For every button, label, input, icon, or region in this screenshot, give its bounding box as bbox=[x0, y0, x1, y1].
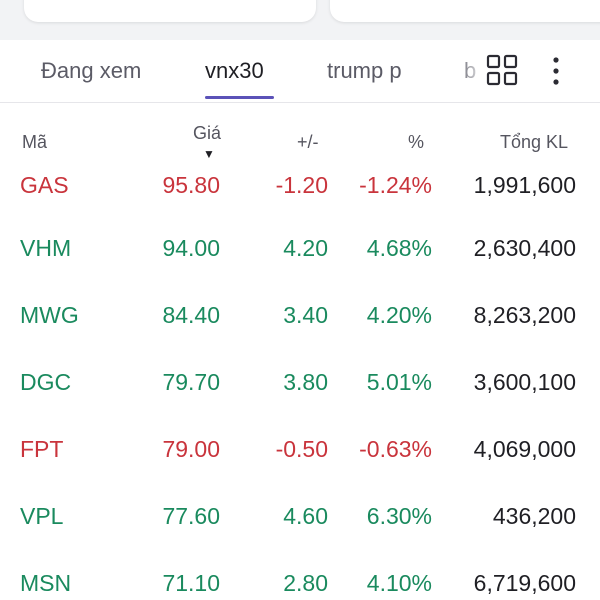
more-vertical-icon[interactable] bbox=[546, 56, 566, 86]
header-change[interactable]: +/- bbox=[297, 132, 319, 152]
stock-volume: 1,991,600 bbox=[473, 172, 576, 198]
header-price[interactable]: Giá bbox=[193, 123, 222, 143]
tab-dang-xem[interactable]: Đang xem bbox=[41, 58, 142, 83]
stock-change: 3.40 bbox=[283, 302, 328, 328]
stock-price: 94.00 bbox=[162, 235, 220, 261]
sort-desc-icon[interactable]: ▼ bbox=[203, 147, 215, 161]
stock-percent: 4.68% bbox=[366, 235, 432, 261]
header-percent[interactable]: % bbox=[408, 132, 425, 152]
stock-percent: 4.10% bbox=[366, 570, 432, 596]
table-row[interactable]: VHM 94.00 4.20 4.68% 2,630,400 bbox=[0, 223, 600, 273]
stock-symbol: VHM bbox=[20, 235, 72, 261]
stock-change: -0.50 bbox=[275, 436, 328, 462]
stock-symbol: FPT bbox=[20, 436, 64, 462]
table-row[interactable]: MWG 84.40 3.40 4.20% 8,263,200 bbox=[0, 290, 600, 340]
stock-volume: 6,719,600 bbox=[473, 570, 576, 596]
stock-price: 77.60 bbox=[162, 503, 220, 529]
stock-price: 79.70 bbox=[162, 369, 220, 395]
stock-symbol: MWG bbox=[20, 302, 79, 328]
stock-change: 3.80 bbox=[283, 369, 328, 395]
table-row[interactable]: DGC 79.70 3.80 5.01% 3,600,100 bbox=[0, 357, 600, 407]
grid-view-icon[interactable] bbox=[486, 54, 518, 86]
stock-percent: 4.20% bbox=[366, 302, 432, 328]
stock-change: 2.80 bbox=[283, 570, 328, 596]
stock-volume: 4,069,000 bbox=[473, 436, 576, 462]
stock-symbol: VPL bbox=[20, 503, 64, 529]
stock-percent: -0.63% bbox=[359, 436, 432, 462]
stock-price: 79.00 bbox=[162, 436, 220, 462]
table-row[interactable]: GAS 95.80 -1.20 -1.24% 1,991,600 bbox=[0, 160, 600, 210]
watchlist-tabs: Đang xem vnx30 trump p b bbox=[0, 40, 600, 103]
stock-volume: 3,600,100 bbox=[473, 369, 576, 395]
table-row[interactable]: FPT 79.00 -0.50 -0.63% 4,069,000 bbox=[0, 424, 600, 474]
header-volume[interactable]: Tổng KL bbox=[500, 132, 569, 152]
stock-percent: 6.30% bbox=[366, 503, 432, 529]
header-symbol[interactable]: Mã bbox=[22, 132, 48, 152]
index-card-left[interactable] bbox=[24, 0, 316, 22]
table-header: Mã Giá ▼ +/- % Tổng KL bbox=[0, 120, 600, 168]
stock-volume: 436,200 bbox=[492, 503, 576, 529]
table-row[interactable]: MSN 71.10 2.80 4.10% 6,719,600 bbox=[0, 558, 600, 600]
stock-symbol: MSN bbox=[20, 570, 72, 596]
stock-percent: 5.01% bbox=[366, 369, 432, 395]
stock-volume: 8,263,200 bbox=[473, 302, 576, 328]
stock-change: -1.20 bbox=[275, 172, 328, 198]
stock-symbol: DGC bbox=[20, 369, 72, 395]
stock-symbol: GAS bbox=[20, 172, 69, 198]
stock-price: 95.80 bbox=[162, 172, 220, 198]
active-tab-indicator bbox=[205, 96, 274, 99]
tab-trump-p[interactable]: trump p bbox=[327, 58, 402, 83]
stock-change: 4.60 bbox=[283, 503, 328, 529]
tab-fade bbox=[458, 40, 484, 100]
index-card-right[interactable] bbox=[330, 0, 600, 22]
stock-change: 4.20 bbox=[283, 235, 328, 261]
table-row[interactable]: VPL 77.60 4.60 6.30% 436,200 bbox=[0, 491, 600, 541]
stock-volume: 2,630,400 bbox=[473, 235, 576, 261]
stock-percent: -1.24% bbox=[359, 172, 432, 198]
top-cards-area bbox=[0, 0, 600, 40]
stock-price: 84.40 bbox=[162, 302, 220, 328]
stock-price: 71.10 bbox=[162, 570, 220, 596]
tab-vnx30[interactable]: vnx30 bbox=[205, 58, 264, 83]
